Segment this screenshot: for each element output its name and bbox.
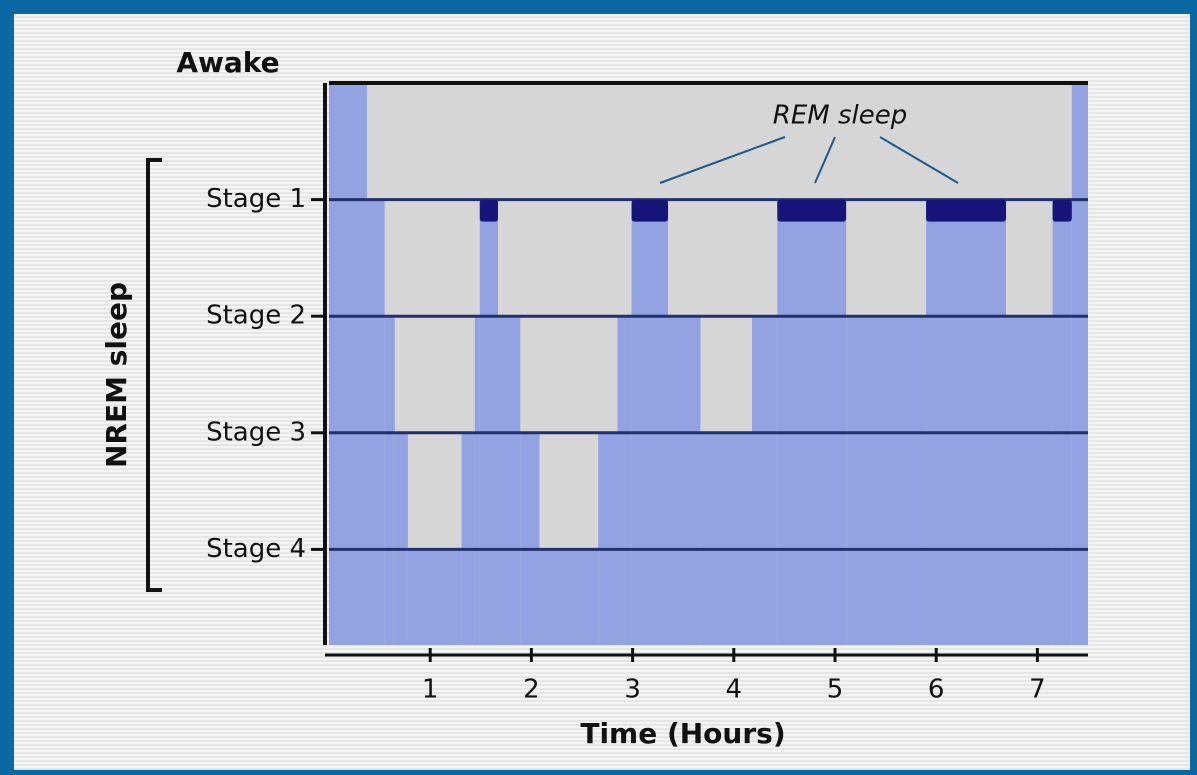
stage-segment (407, 549, 462, 645)
stage-segment (520, 432, 540, 645)
stage-segment (668, 316, 701, 645)
nrem-bracket (146, 158, 162, 592)
stage-segment (498, 316, 521, 645)
rem-bar (777, 199, 847, 222)
y-tick-label: Stage 3 (206, 417, 306, 447)
stage-segment (617, 316, 632, 645)
stage-segment (479, 199, 499, 645)
x-tick-label: 7 (1029, 675, 1046, 705)
nrem-label: NREM sleep (100, 282, 133, 468)
stage-segment (384, 316, 395, 645)
stage-segment (539, 549, 599, 645)
stage-segment (700, 432, 753, 645)
stage-segment (461, 432, 475, 645)
stage-segment (474, 316, 480, 645)
stage-segment (846, 316, 927, 645)
stage-segment (394, 432, 408, 645)
stage-segment (1006, 316, 1053, 645)
x-axis-title: Time (Hours) (580, 717, 785, 750)
stage-segment (1052, 199, 1072, 645)
annotation-pointer (879, 136, 959, 184)
x-tick-label: 5 (827, 675, 844, 705)
annotation-pointer (659, 136, 786, 184)
rem-bar (926, 199, 1007, 222)
y-tick-label: Stage 1 (206, 184, 306, 214)
rem-bar (479, 199, 499, 222)
stage-segment (631, 199, 669, 645)
y-tick-label: Stage 2 (206, 301, 306, 331)
stage-segment (598, 432, 618, 645)
stage-segment (366, 199, 385, 645)
rem-bar (1052, 199, 1072, 222)
rem-bar (631, 199, 669, 222)
x-tick-label: 1 (422, 675, 439, 705)
y-tick-label: Stage 4 (206, 534, 306, 564)
stage-segment (752, 316, 778, 645)
stage-segment (777, 199, 847, 645)
x-tick-label: 3 (624, 675, 641, 705)
stage-segment (926, 199, 1007, 645)
annotation-pointer (814, 136, 836, 184)
x-tick-label: 2 (523, 675, 540, 705)
awake-label: Awake (176, 46, 279, 79)
annotation: REM sleep (773, 101, 907, 131)
stage-segment (1071, 83, 1088, 645)
stage-segment (329, 83, 367, 645)
x-tick-label: 4 (726, 675, 743, 705)
x-tick-label: 6 (928, 675, 945, 705)
